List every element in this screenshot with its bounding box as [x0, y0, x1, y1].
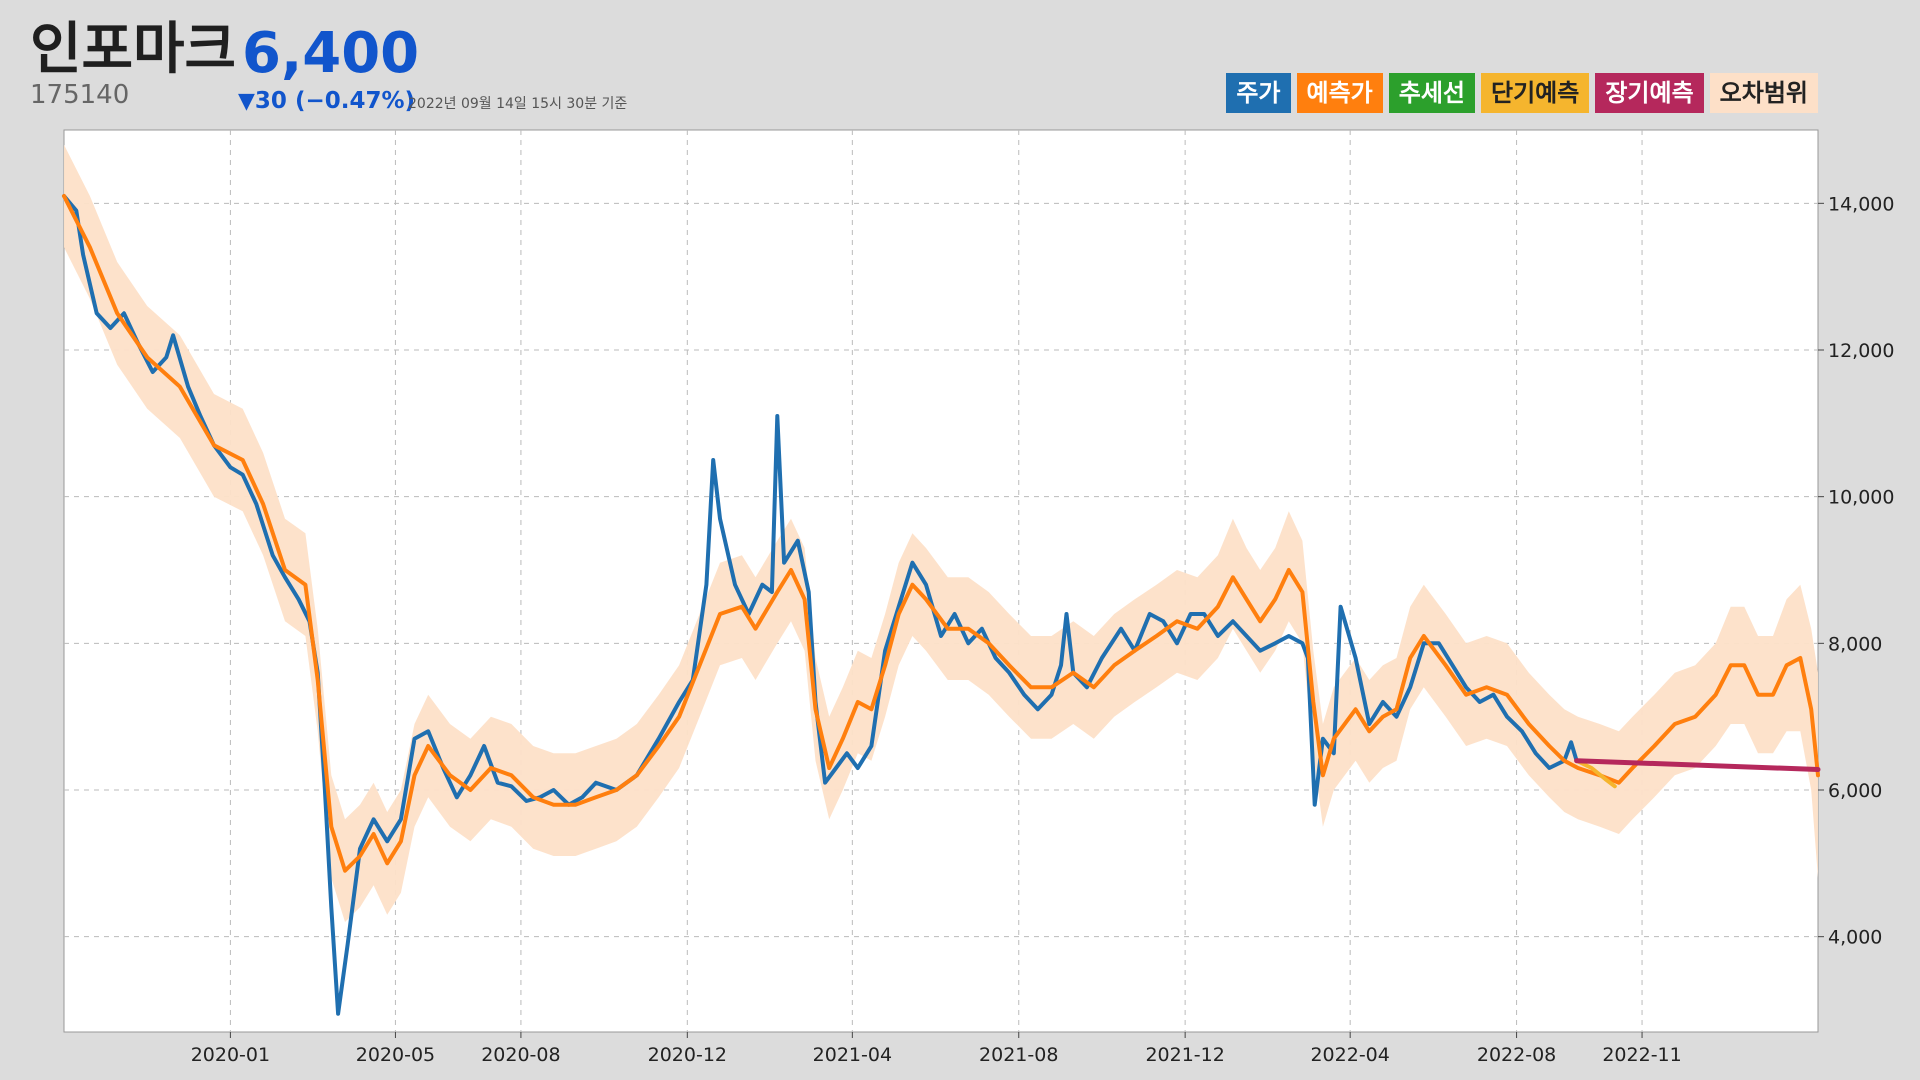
error-band: [64, 144, 1818, 922]
grid-lines: [64, 130, 1818, 1032]
y-tick-label: 10,000: [1828, 487, 1894, 509]
price-change: ▼30 (−0.47%): [238, 90, 415, 113]
y-tick-label: 6,000: [1828, 780, 1882, 802]
timestamp: 2022년 09월 14일 15시 30분 기준: [408, 96, 628, 112]
legend-item-trendline[interactable]: 추세선: [1388, 73, 1476, 113]
x-tick-label: 2022-04: [1310, 1044, 1389, 1066]
y-tick-label: 14,000: [1828, 193, 1894, 215]
short-term-forecast-line: [1574, 758, 1617, 789]
legend: 주가 예측가 추세선 단기예측 장기예측 오차범위: [1226, 73, 1818, 113]
x-tick-label: 2021-08: [979, 1044, 1058, 1066]
legend-item-prediction[interactable]: 예측가: [1296, 73, 1383, 113]
legend-item-price[interactable]: 주가: [1226, 73, 1291, 113]
legend-item-short-term[interactable]: 단기예측: [1481, 73, 1590, 113]
legend-item-error-range[interactable]: 오차범위: [1709, 73, 1818, 113]
x-tick-label: 2020-01: [191, 1044, 270, 1066]
x-axis-ticks: 2020-01 2020-05 2020-08 2020-12 2021-04 2021-…: [191, 1032, 1682, 1066]
change-percent: (−0.47%): [294, 88, 416, 114]
y-tick-label: 12,000: [1828, 340, 1894, 362]
x-tick-label: 2021-12: [1145, 1044, 1224, 1066]
current-price: 6,400: [242, 21, 420, 86]
prediction-series-line: [62, 194, 1820, 873]
x-tick-label: 2020-12: [648, 1044, 727, 1066]
x-tick-label: 2021-04: [813, 1044, 892, 1066]
y-axis-ticks: 4,000 6,000 8,000 10,000 12,000 14,000: [1818, 193, 1894, 949]
x-tick-label: 2022-08: [1477, 1044, 1556, 1066]
x-tick-label: 2022-11: [1602, 1044, 1681, 1066]
y-tick-label: 8,000: [1828, 633, 1882, 655]
change-amount: 30: [254, 88, 287, 114]
x-tick-label: 2020-05: [356, 1044, 435, 1066]
series-lines: [62, 194, 1821, 1016]
down-arrow-icon: ▼: [238, 89, 255, 114]
stock-code: 175140: [30, 80, 130, 110]
x-tick-label: 2020-08: [481, 1044, 560, 1066]
y-tick-label: 4,000: [1828, 927, 1882, 949]
legend-item-long-term[interactable]: 장기예측: [1595, 73, 1704, 113]
stock-name: 인포마크: [30, 17, 237, 82]
long-term-forecast-line: [1574, 758, 1821, 772]
